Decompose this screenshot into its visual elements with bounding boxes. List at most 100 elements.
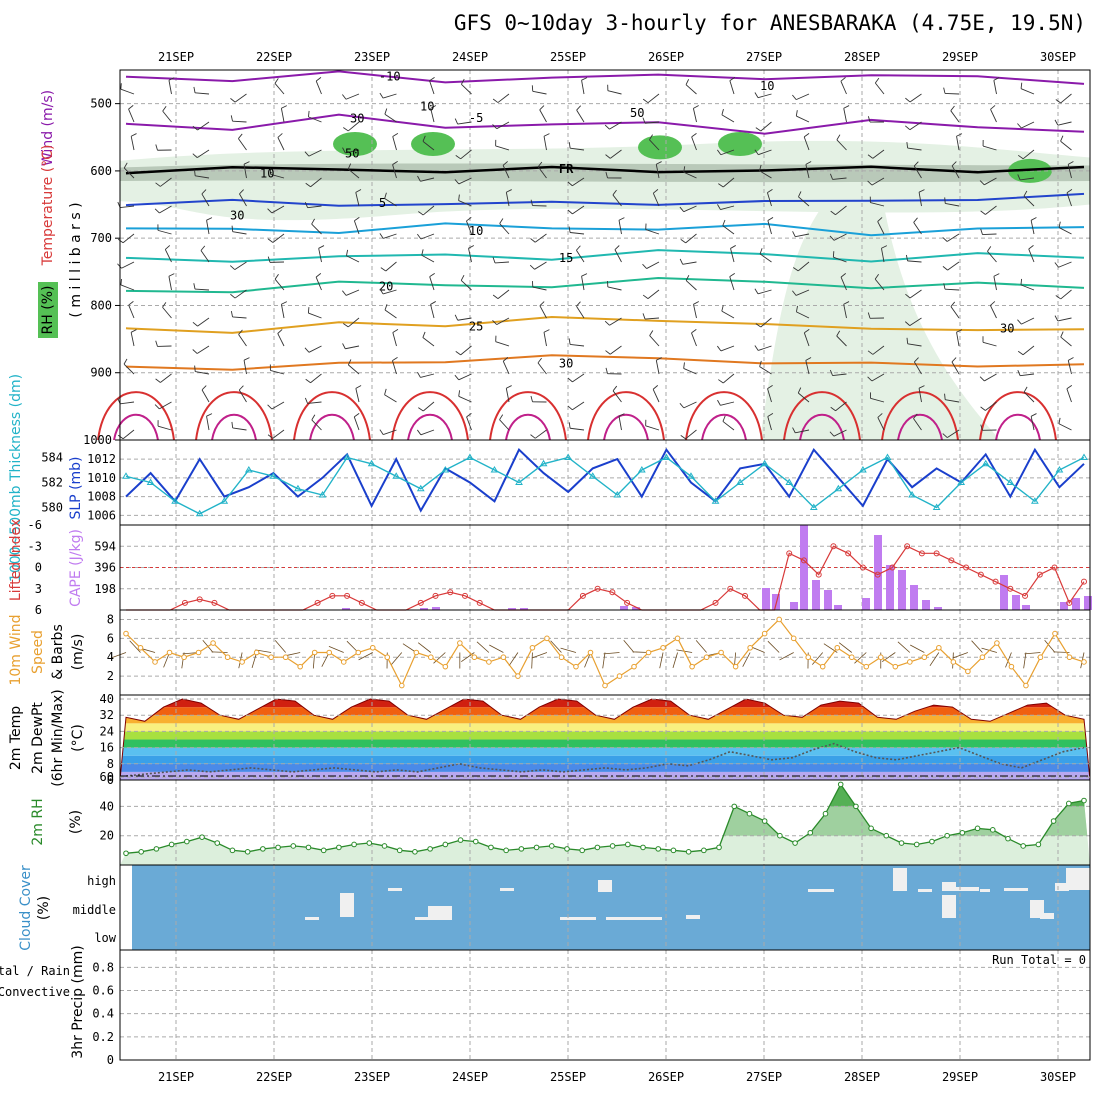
upper-wind-barb xyxy=(1067,164,1072,179)
precip-ylabel-b: Convective xyxy=(0,985,70,999)
temp-tick-label: 24 xyxy=(100,724,114,738)
upper-wind-barb-flag xyxy=(130,329,137,333)
cape-bar xyxy=(1060,602,1068,610)
wind10-marker xyxy=(529,644,536,651)
upper-wind-barb-flag xyxy=(944,197,946,204)
upper-wind-barb-flag xyxy=(304,201,309,208)
upper-wind-barb xyxy=(270,173,285,179)
upper-wind-barb-flag xyxy=(239,189,244,195)
upper-wind-barb xyxy=(720,205,735,210)
wind10-marker xyxy=(616,673,623,679)
upper-wind-barb-flag xyxy=(529,264,535,270)
upper-wind-barb-flag xyxy=(355,189,362,193)
rh-marker xyxy=(548,843,555,849)
upper-wind-barb-flag xyxy=(392,161,398,165)
lifted-index-marker xyxy=(859,564,866,571)
wind10-barb xyxy=(1024,652,1041,655)
upper-wind-barb-flag xyxy=(980,424,983,431)
upper-wind-barb-flag xyxy=(840,273,847,278)
lifted-index-marker xyxy=(786,550,793,557)
isotherm-label: 20 xyxy=(379,279,393,293)
upper-wind-barb xyxy=(945,399,960,403)
upper-wind-barb-flag xyxy=(154,208,160,214)
cloud-gap xyxy=(340,893,354,917)
upper-wind-barb-flag xyxy=(543,133,550,137)
upper-wind-barb-flag xyxy=(612,385,618,392)
upper-wind-barb-flag xyxy=(1055,295,1061,300)
upper-wind-barb xyxy=(346,255,360,263)
upper-wind-barb xyxy=(355,192,360,207)
upper-wind-barb-flag xyxy=(792,290,797,296)
upper-wind-barb-flag xyxy=(951,161,957,167)
upper-wind-barb-flag xyxy=(867,312,871,319)
thickness-marker xyxy=(736,478,744,485)
upper-wind-barb xyxy=(870,397,885,403)
rh-ylabel-a: 2m RH xyxy=(30,798,46,845)
lifted-tick-label: 0 xyxy=(35,561,42,575)
upper-wind-barb-flag xyxy=(120,278,122,286)
rh-marker xyxy=(412,849,418,855)
cape-bar xyxy=(1072,598,1080,610)
upper-wind-barb xyxy=(918,192,922,207)
wind10-marker xyxy=(1023,682,1029,689)
upper-wind-barb-flag xyxy=(717,399,721,406)
upper-wind-barb-flag xyxy=(342,290,347,296)
upper-wind-barb-flag xyxy=(759,248,763,255)
upper-wind-barb xyxy=(612,390,622,403)
upper-wind-barb xyxy=(987,251,997,263)
upper-wind-barb xyxy=(835,401,847,412)
upper-wind-barb xyxy=(201,193,210,207)
upper-wind-barb-flag xyxy=(162,105,167,112)
upper-ylabel-wind: Wind (m/s) xyxy=(40,90,56,166)
upper-wind-barb-flag xyxy=(342,343,346,349)
wind10-barb xyxy=(274,640,286,653)
upper-wind-barb xyxy=(1060,336,1072,347)
upper-wind-barb xyxy=(460,280,472,291)
upper-wind-barb-flag xyxy=(805,357,812,361)
upper-wind-barb-flag xyxy=(649,134,653,140)
upper-wind-barb-flag xyxy=(458,390,461,397)
wind10-tick-label: 2 xyxy=(107,669,114,683)
upper-wind-barb xyxy=(1060,289,1072,300)
upper-wind-barb xyxy=(168,276,172,291)
rh-contour-label: 50 xyxy=(630,106,644,120)
surface-isotherm-arc xyxy=(391,391,469,441)
upper-wind-barb xyxy=(308,149,322,157)
wind10-barb xyxy=(971,640,983,653)
thickness-marker xyxy=(711,497,720,504)
upper-wind-barb xyxy=(874,278,885,291)
upper-wind-barb-flag xyxy=(956,133,963,137)
wind10-marker xyxy=(1066,654,1073,661)
upper-wind-barb xyxy=(956,332,960,347)
upper-wind-barb-flag xyxy=(1028,245,1034,250)
upper-wind-barb xyxy=(836,335,847,347)
upper-wind-barb xyxy=(576,109,585,123)
wind10-marker xyxy=(950,659,957,665)
upper-wind-barb-flag xyxy=(430,105,437,109)
upper-wind-barb-flag xyxy=(165,245,171,250)
upper-wind-barb xyxy=(759,170,772,179)
upper-wind-barb-flag xyxy=(1054,315,1059,322)
upper-wind-barb-flag xyxy=(1020,278,1023,285)
upper-wind-barb-flag xyxy=(718,183,724,188)
upper-wind-barb xyxy=(796,311,810,319)
upper-wind-barb xyxy=(196,345,210,354)
wind10-marker xyxy=(834,644,841,651)
upper-wind-barb-flag xyxy=(836,134,841,141)
wind10-barb xyxy=(767,640,780,653)
wind10-marker xyxy=(210,640,216,646)
lifted-index-marker xyxy=(1036,571,1043,578)
bottom-date-label: 27SEP xyxy=(746,1070,782,1084)
upper-wind-barb xyxy=(570,427,585,431)
lifted-index-marker xyxy=(918,550,925,557)
rh-marker xyxy=(381,843,388,849)
cape-bar xyxy=(910,585,918,610)
upper-wind-barb xyxy=(382,289,397,295)
upper-wind-barb-flag xyxy=(612,189,617,196)
upper-wind-barb-flag xyxy=(730,245,736,249)
upper-wind-barb xyxy=(609,345,622,355)
surface-isotherm-arc xyxy=(701,413,747,441)
rh-contour-label: 30 xyxy=(350,111,364,125)
wind10-marker xyxy=(355,649,362,656)
upper-wind-barb-flag xyxy=(417,175,421,182)
